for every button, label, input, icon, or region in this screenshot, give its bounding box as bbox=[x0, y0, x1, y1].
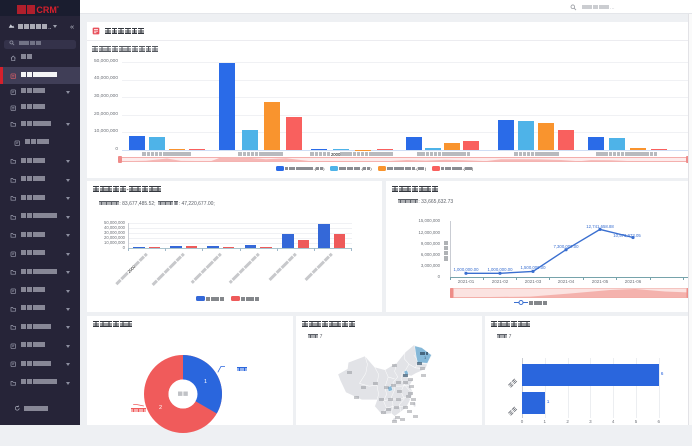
svg-text:1: 1 bbox=[204, 379, 207, 385]
svg-text:2: 2 bbox=[159, 405, 162, 411]
